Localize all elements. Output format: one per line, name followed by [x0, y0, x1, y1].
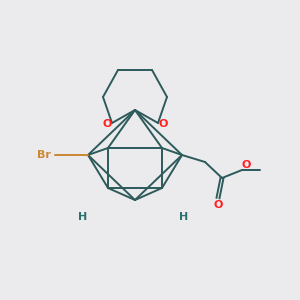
Text: O: O [102, 119, 112, 129]
Text: O: O [158, 119, 168, 129]
Text: Br: Br [37, 150, 51, 160]
Text: H: H [179, 212, 189, 222]
Text: H: H [78, 212, 88, 222]
Text: O: O [213, 200, 223, 210]
Text: O: O [241, 160, 251, 170]
